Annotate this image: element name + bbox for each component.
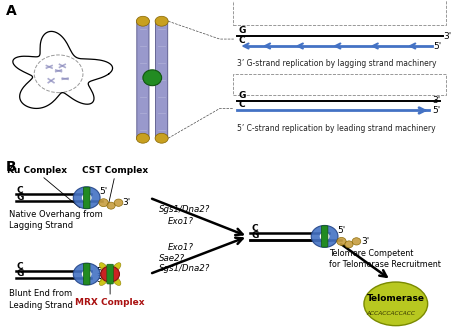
- Text: G: G: [238, 91, 246, 100]
- Text: MRX Complex: MRX Complex: [75, 298, 145, 307]
- Text: G: G: [17, 193, 24, 202]
- Text: G: G: [252, 231, 259, 240]
- Ellipse shape: [155, 16, 168, 26]
- Ellipse shape: [113, 263, 121, 271]
- Text: ACCACCACCACC: ACCACCACCACC: [366, 311, 416, 316]
- Text: 3’ G-strand replication by lagging strand machinery: 3’ G-strand replication by lagging stran…: [237, 59, 436, 68]
- Ellipse shape: [155, 133, 168, 143]
- FancyBboxPatch shape: [137, 19, 149, 140]
- Text: Ku Complex: Ku Complex: [7, 166, 67, 175]
- Text: Sae2?: Sae2?: [159, 254, 185, 263]
- Ellipse shape: [311, 225, 338, 247]
- Text: C: C: [252, 224, 258, 233]
- FancyBboxPatch shape: [321, 226, 328, 247]
- Text: Sgs1/Dna2?: Sgs1/Dna2?: [159, 264, 210, 273]
- Ellipse shape: [73, 187, 100, 209]
- FancyBboxPatch shape: [107, 264, 113, 284]
- Text: 3': 3': [444, 32, 452, 41]
- Text: 5’ C-strand replication by leading strand machinery: 5’ C-strand replication by leading stran…: [237, 124, 435, 133]
- Text: 5': 5': [433, 42, 441, 51]
- Text: A: A: [6, 4, 17, 18]
- FancyBboxPatch shape: [155, 19, 168, 140]
- Text: C: C: [238, 36, 245, 45]
- Text: 5': 5': [432, 106, 441, 115]
- FancyBboxPatch shape: [83, 187, 90, 208]
- Text: 5': 5': [96, 267, 104, 276]
- Text: 5': 5': [99, 187, 107, 196]
- Text: Exo1?: Exo1?: [168, 217, 194, 226]
- Ellipse shape: [114, 199, 123, 206]
- Ellipse shape: [107, 202, 115, 209]
- Text: 3': 3': [432, 96, 441, 105]
- Text: C: C: [238, 101, 245, 110]
- Ellipse shape: [364, 282, 428, 326]
- Ellipse shape: [137, 16, 149, 26]
- Text: 3': 3': [361, 237, 369, 246]
- Ellipse shape: [100, 263, 108, 271]
- Ellipse shape: [73, 263, 100, 285]
- Text: C: C: [17, 262, 23, 271]
- Ellipse shape: [143, 70, 162, 86]
- Bar: [233, 74, 447, 95]
- Bar: [233, 0, 447, 25]
- Ellipse shape: [99, 199, 108, 207]
- Ellipse shape: [101, 266, 119, 282]
- Text: 3': 3': [96, 274, 104, 284]
- Ellipse shape: [137, 133, 149, 143]
- Text: Telomerase: Telomerase: [367, 294, 425, 303]
- Ellipse shape: [337, 237, 346, 245]
- Text: G: G: [238, 26, 246, 35]
- Text: 5': 5': [337, 226, 345, 235]
- Text: Blunt End from
Leading Strand: Blunt End from Leading Strand: [9, 289, 73, 310]
- Text: Exo1?: Exo1?: [168, 243, 194, 252]
- Text: Telomere Competent
for Telomerase Recruitment: Telomere Competent for Telomerase Recrui…: [329, 249, 441, 269]
- Text: Native Overhang from
Lagging Strand: Native Overhang from Lagging Strand: [9, 210, 103, 230]
- Ellipse shape: [82, 270, 91, 278]
- Ellipse shape: [352, 238, 361, 245]
- Ellipse shape: [113, 277, 121, 285]
- Text: Sgs1/Dna2?: Sgs1/Dna2?: [159, 205, 210, 214]
- Text: C: C: [17, 186, 23, 195]
- Ellipse shape: [345, 241, 353, 248]
- FancyBboxPatch shape: [83, 263, 90, 285]
- Ellipse shape: [320, 232, 329, 241]
- Text: B: B: [6, 160, 17, 174]
- Text: G: G: [17, 269, 24, 278]
- Text: 3': 3': [122, 198, 130, 207]
- Ellipse shape: [100, 277, 108, 285]
- Text: CST Complex: CST Complex: [82, 166, 148, 175]
- Ellipse shape: [82, 193, 91, 202]
